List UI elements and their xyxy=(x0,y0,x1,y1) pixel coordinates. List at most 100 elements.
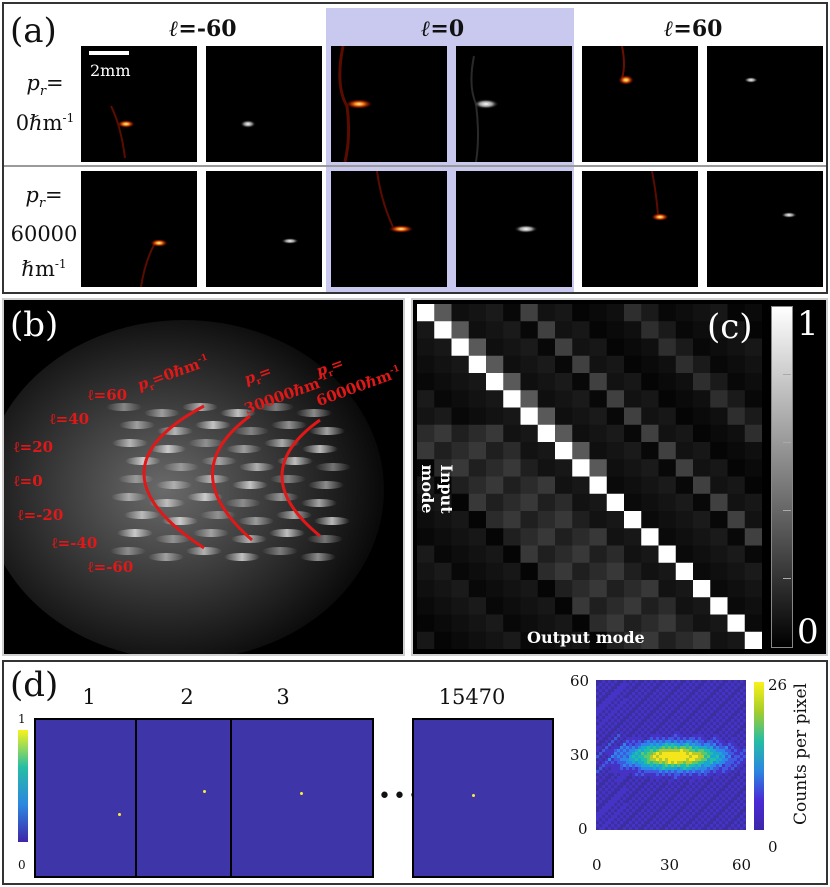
hist-cell xyxy=(647,803,651,807)
hist-cell xyxy=(737,809,741,813)
hist-cell xyxy=(665,713,669,717)
hist-cell xyxy=(599,758,603,762)
hist-cell xyxy=(671,722,675,726)
hist-cell xyxy=(680,746,684,750)
matrix-cell xyxy=(624,476,642,495)
hist-cell xyxy=(728,812,732,816)
hist-cell xyxy=(656,752,660,756)
beam-spot xyxy=(140,239,168,287)
hist-cell xyxy=(632,743,636,747)
hist-cell xyxy=(602,797,606,801)
matrix-cell xyxy=(641,321,659,339)
hist-cell xyxy=(614,821,618,825)
hist-cell xyxy=(674,809,678,813)
hist-cell xyxy=(701,749,705,753)
hist-cell xyxy=(632,704,636,708)
hist-cell xyxy=(734,812,738,816)
matrix-cell xyxy=(727,373,746,391)
colorbar-c-max: 1 xyxy=(797,304,819,344)
hist-cell xyxy=(611,692,615,696)
frame-label-2: 2 xyxy=(180,685,194,709)
hist-cell xyxy=(650,695,654,699)
hist-cell xyxy=(656,776,660,780)
scale-bar xyxy=(89,51,129,55)
hist-cell xyxy=(647,698,651,702)
matrix-cell xyxy=(624,355,642,374)
hist-cell xyxy=(695,749,699,753)
hist-cell xyxy=(635,710,639,714)
hist-cell xyxy=(626,815,630,819)
hist-cell xyxy=(626,770,630,774)
hist-cell xyxy=(647,689,651,693)
hist-cell xyxy=(641,761,645,765)
hist-cell xyxy=(683,731,687,735)
hist-cell xyxy=(686,701,690,705)
hist-cell xyxy=(632,770,636,774)
hist-cell xyxy=(674,692,678,696)
hist-cell xyxy=(722,818,726,822)
hist-cell xyxy=(656,740,660,744)
hist-cell xyxy=(743,734,746,738)
hist-cell xyxy=(665,761,669,765)
frame-label-3: 3 xyxy=(276,685,290,709)
matrix-cell xyxy=(572,511,590,529)
hist-cell xyxy=(725,731,729,735)
hist-cell xyxy=(674,788,678,792)
matrix-cell xyxy=(555,304,573,322)
hist-cell xyxy=(689,719,693,723)
hist-cell xyxy=(674,797,678,801)
matrix-cell xyxy=(468,390,487,408)
hist-cell xyxy=(662,710,666,714)
hist-cell xyxy=(701,824,705,828)
hist-cell xyxy=(596,725,600,729)
hist-cell xyxy=(623,806,627,810)
matrix-cell xyxy=(589,528,608,546)
hist-cell xyxy=(605,725,609,729)
hist-cell xyxy=(623,680,627,684)
hist-cell xyxy=(722,692,726,696)
hist-cell xyxy=(680,728,684,732)
matrix-cell xyxy=(675,338,694,357)
hist-cell xyxy=(614,785,618,789)
hist-cell xyxy=(632,782,636,786)
hist-cell xyxy=(671,785,675,789)
matrix-cell xyxy=(451,545,470,564)
hist-cell xyxy=(647,788,651,792)
hist-cell xyxy=(698,770,702,774)
hist-cell xyxy=(710,803,714,807)
hist-cell xyxy=(623,827,627,830)
hist-cell xyxy=(665,680,669,684)
hist-cell xyxy=(668,725,672,729)
hist-cell xyxy=(710,689,714,693)
matrix-cell xyxy=(624,442,642,460)
hist-cell xyxy=(683,683,687,687)
hist-cell xyxy=(737,797,741,801)
hist-cell xyxy=(716,803,720,807)
hist-cell xyxy=(596,812,600,816)
beam-tile-r2c1-gray xyxy=(206,171,322,287)
matrix-cell xyxy=(606,424,625,443)
hist-cell xyxy=(728,746,732,750)
hist-cell xyxy=(689,749,693,753)
hist-cell xyxy=(686,692,690,696)
matrix-cell xyxy=(434,528,452,546)
hist-cell xyxy=(611,800,615,804)
hist-cell xyxy=(704,779,708,783)
hist-cell xyxy=(599,725,603,729)
hist-cell xyxy=(686,761,690,765)
hist-cell xyxy=(728,755,732,759)
hist-cell xyxy=(656,827,660,830)
speckle-streak xyxy=(314,517,350,525)
hist-cell xyxy=(650,737,654,741)
hist-cell xyxy=(659,797,663,801)
hist-cell xyxy=(605,782,609,786)
hist-cell xyxy=(674,749,678,753)
hist-cell xyxy=(704,716,708,720)
hist-cell xyxy=(605,731,609,735)
hist-cell xyxy=(596,791,600,795)
hist-cell xyxy=(722,782,726,786)
hist-cell xyxy=(731,803,735,807)
hist-ytick-30: 30 xyxy=(570,746,590,764)
hist-cell xyxy=(686,773,690,777)
matrix-cell xyxy=(675,459,694,477)
